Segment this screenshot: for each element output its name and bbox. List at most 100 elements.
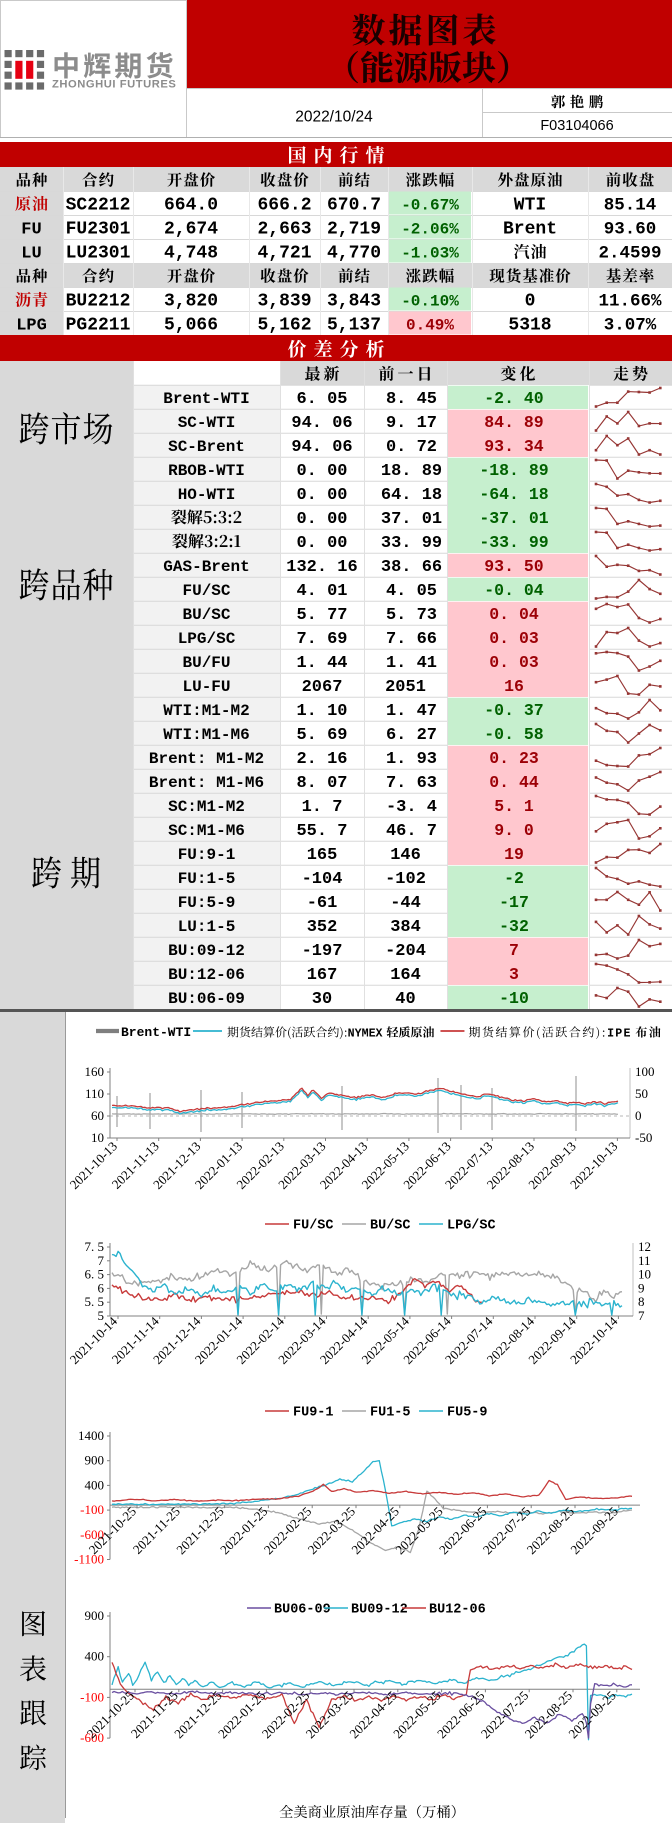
svg-text:FU:9-1: FU:9-1 <box>178 846 236 864</box>
svg-text:7. 5: 7. 5 <box>85 1239 105 1254</box>
svg-text:SC:M1-M6: SC:M1-M6 <box>168 822 245 840</box>
svg-text:8: 8 <box>638 1294 645 1309</box>
svg-text:84. 89: 84. 89 <box>484 413 543 432</box>
svg-text:0: 0 <box>635 1108 642 1123</box>
svg-text:1. 44: 1. 44 <box>296 654 347 673</box>
svg-text:2,663: 2,663 <box>257 220 311 240</box>
svg-text:3,839: 3,839 <box>257 292 311 312</box>
svg-text:40: 40 <box>395 990 415 1009</box>
svg-text:9. 17: 9. 17 <box>386 414 437 433</box>
svg-text:-100: -100 <box>80 1689 104 1704</box>
svg-text:5. 5: 5. 5 <box>85 1294 105 1309</box>
svg-text:5,162: 5,162 <box>257 316 311 336</box>
svg-text:-204: -204 <box>385 942 426 961</box>
svg-text:400: 400 <box>85 1649 105 1664</box>
svg-text:384: 384 <box>390 918 421 937</box>
svg-text:-37. 01: -37. 01 <box>479 509 548 528</box>
svg-text:10: 10 <box>638 1267 651 1282</box>
svg-text:LPG: LPG <box>16 317 47 336</box>
svg-text:100: 100 <box>635 1064 655 1079</box>
svg-text:LU: LU <box>21 245 41 264</box>
svg-text:-102: -102 <box>385 870 426 889</box>
svg-text:900: 900 <box>85 1608 105 1623</box>
svg-text:-0.67%: -0.67% <box>401 197 459 215</box>
svg-text:0. 00: 0. 00 <box>296 510 347 529</box>
svg-text:Brent-WTI: Brent-WTI <box>163 390 249 408</box>
svg-text:SC-Brent: SC-Brent <box>168 438 245 456</box>
svg-text:FU2301: FU2301 <box>66 220 131 240</box>
svg-text:WTI: WTI <box>514 196 546 216</box>
svg-text:BU:06-09: BU:06-09 <box>168 990 245 1008</box>
svg-text:5. 1: 5. 1 <box>494 797 534 816</box>
svg-text:BU09-12: BU09-12 <box>351 1603 408 1618</box>
svg-text:-2.06%: -2.06% <box>401 221 459 239</box>
svg-text:-17: -17 <box>499 893 529 912</box>
svg-text:1. 47: 1. 47 <box>386 702 437 721</box>
svg-text:SC:M1-M2: SC:M1-M2 <box>168 798 245 816</box>
svg-text:110: 110 <box>85 1086 104 1101</box>
svg-text:1. 41: 1. 41 <box>386 654 437 673</box>
svg-text:-33. 99: -33. 99 <box>479 533 548 552</box>
svg-text:5. 77: 5. 77 <box>296 606 347 625</box>
svg-text:8. 07: 8. 07 <box>296 774 347 793</box>
svg-text:-104: -104 <box>302 870 343 889</box>
svg-text:37. 01: 37. 01 <box>381 510 442 529</box>
svg-text:-1100: -1100 <box>74 1552 104 1567</box>
svg-text:164: 164 <box>390 966 421 985</box>
svg-text:160: 160 <box>85 1064 105 1079</box>
svg-text:Brent: M1-M6: Brent: M1-M6 <box>149 774 264 792</box>
svg-text:LPG/SC: LPG/SC <box>178 630 236 648</box>
svg-text:4,721: 4,721 <box>257 244 311 264</box>
svg-text:2.4599: 2.4599 <box>598 244 661 264</box>
svg-text:-0. 04: -0. 04 <box>484 581 544 600</box>
svg-text:11.66%: 11.66% <box>598 292 662 312</box>
svg-text:-44: -44 <box>390 894 421 913</box>
svg-text:0. 23: 0. 23 <box>489 749 539 768</box>
svg-text:3,820: 3,820 <box>164 292 218 312</box>
svg-text:-10: -10 <box>499 989 529 1008</box>
svg-text:85.14: 85.14 <box>604 196 657 216</box>
svg-text:0. 00: 0. 00 <box>296 486 347 505</box>
svg-text:0. 44: 0. 44 <box>489 773 539 792</box>
svg-text:-0.10%: -0.10% <box>401 293 459 311</box>
svg-text:-50: -50 <box>635 1130 652 1145</box>
svg-text:0. 04: 0. 04 <box>489 605 539 624</box>
svg-text:BU/SC: BU/SC <box>182 606 230 624</box>
svg-text:64. 18: 64. 18 <box>381 486 442 505</box>
svg-text:4,748: 4,748 <box>164 244 218 264</box>
svg-text:3,843: 3,843 <box>327 292 381 312</box>
svg-text:Brent: M1-M2: Brent: M1-M2 <box>149 750 264 768</box>
svg-text:-600: -600 <box>80 1730 104 1745</box>
svg-text:5318: 5318 <box>508 316 551 336</box>
svg-text:PG2211: PG2211 <box>66 316 131 336</box>
svg-text:5: 5 <box>98 1308 105 1323</box>
svg-text:18. 89: 18. 89 <box>381 462 442 481</box>
svg-text:30: 30 <box>312 990 332 1009</box>
svg-text:93. 34: 93. 34 <box>484 437 544 456</box>
svg-text:-18. 89: -18. 89 <box>479 461 548 480</box>
svg-text:FU/SC: FU/SC <box>293 1219 334 1234</box>
svg-text:3.07%: 3.07% <box>604 316 657 336</box>
svg-text:-0. 37: -0. 37 <box>484 701 543 720</box>
svg-text:10: 10 <box>91 1130 104 1145</box>
svg-text:1. 7: 1. 7 <box>302 798 343 817</box>
svg-text:FU: FU <box>21 221 41 240</box>
svg-text:FU:5-9: FU:5-9 <box>178 894 236 912</box>
svg-text:38. 66: 38. 66 <box>381 558 442 577</box>
svg-text:FU1-5: FU1-5 <box>370 1406 411 1421</box>
svg-text:BU12-06: BU12-06 <box>429 1603 486 1618</box>
svg-text:9: 9 <box>638 1280 645 1295</box>
svg-text:0. 00: 0. 00 <box>296 462 347 481</box>
svg-text:-32: -32 <box>499 917 529 936</box>
svg-text:-197: -197 <box>302 942 343 961</box>
svg-text:LU:1-5: LU:1-5 <box>178 918 236 936</box>
svg-text:-2: -2 <box>504 869 524 888</box>
svg-text:FU9-1: FU9-1 <box>293 1406 334 1421</box>
svg-text:900: 900 <box>85 1453 105 1468</box>
svg-text:146: 146 <box>390 846 421 865</box>
svg-text:2051: 2051 <box>385 678 426 697</box>
svg-text:BU06-09: BU06-09 <box>274 1603 331 1618</box>
svg-text:BU2212: BU2212 <box>66 292 131 312</box>
svg-text:LPG/SC: LPG/SC <box>447 1219 496 1234</box>
svg-text:0. 00: 0. 00 <box>296 534 347 553</box>
